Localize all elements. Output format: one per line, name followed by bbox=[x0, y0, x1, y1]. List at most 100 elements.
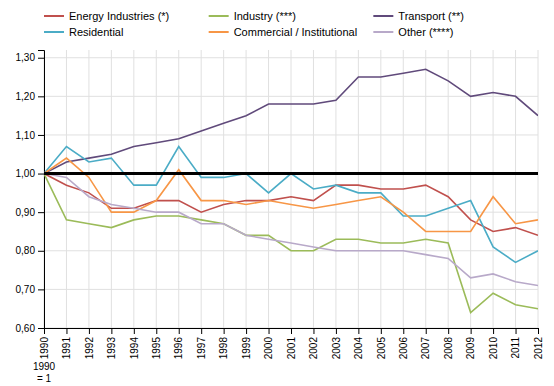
legend-swatch bbox=[373, 15, 393, 17]
tick-label: 1,30 bbox=[16, 52, 36, 63]
legend-label: Residential bbox=[69, 26, 123, 38]
tick-label: 2008 bbox=[443, 337, 454, 360]
tick-label: 0,70 bbox=[16, 284, 36, 295]
tick: 1,20 bbox=[16, 91, 44, 102]
legend-item: Other (****) bbox=[373, 26, 453, 38]
tick-mark bbox=[336, 328, 337, 334]
grid-line bbox=[201, 50, 202, 328]
legend-item: Residential bbox=[44, 26, 123, 38]
series-line bbox=[44, 158, 538, 231]
legend-item: Commercial / Institutional bbox=[209, 26, 358, 38]
tick-label: 1994 bbox=[129, 337, 140, 360]
legend-label: Other (****) bbox=[398, 26, 453, 38]
tick: 2001 bbox=[286, 328, 297, 359]
tick-label: 1998 bbox=[218, 337, 229, 360]
tick-mark bbox=[313, 328, 314, 334]
tick: 2002 bbox=[308, 328, 319, 359]
legend-label: Industry (***) bbox=[234, 10, 296, 22]
grid-line bbox=[335, 50, 336, 328]
tick-mark bbox=[516, 328, 517, 334]
y-axis: 0,600,700,800,901,001,101,201,30 bbox=[16, 51, 45, 334]
tick-label: 1999 bbox=[241, 337, 252, 360]
tick-label: 0,90 bbox=[16, 207, 36, 218]
grid bbox=[44, 50, 538, 328]
tick-label: 2004 bbox=[353, 337, 364, 360]
grid-line bbox=[470, 50, 471, 328]
tick-label: 1997 bbox=[196, 337, 207, 360]
grid-line bbox=[246, 50, 247, 328]
axis-line bbox=[38, 51, 45, 329]
legend-item: Transport (**) bbox=[373, 10, 464, 22]
tick: 1,00 bbox=[16, 168, 44, 179]
legend-swatch bbox=[209, 15, 229, 17]
tick-mark bbox=[493, 328, 494, 334]
tick-mark bbox=[38, 251, 44, 252]
tick: 1998 bbox=[218, 328, 229, 359]
tick-label: 1995 bbox=[151, 337, 162, 360]
tick: 1991 bbox=[61, 328, 72, 359]
tick-mark bbox=[448, 328, 449, 334]
tick: 2008 bbox=[443, 328, 454, 359]
tick-label: 2003 bbox=[331, 337, 342, 360]
grid-line bbox=[515, 50, 516, 328]
tick: 2012 bbox=[533, 328, 544, 359]
axis-line bbox=[45, 329, 539, 335]
tick-mark bbox=[358, 328, 359, 334]
tick-mark bbox=[111, 328, 112, 334]
series-line bbox=[44, 174, 538, 286]
tick: 0,60 bbox=[16, 323, 44, 334]
tick-mark bbox=[38, 174, 44, 175]
tick-mark bbox=[38, 212, 44, 213]
legend: Energy Industries (*) Industry (***) Trans… bbox=[44, 10, 464, 38]
tick: 2005 bbox=[376, 328, 387, 359]
plot: 0,600,700,800,901,001,101,201,3019901991… bbox=[16, 50, 544, 359]
grid-line bbox=[223, 50, 224, 328]
grid-line bbox=[178, 50, 179, 328]
tick-label: 1991 bbox=[61, 337, 72, 360]
tick: 2009 bbox=[465, 328, 476, 359]
tick: 0,90 bbox=[16, 207, 44, 218]
tick-mark bbox=[224, 328, 225, 334]
legend-label: Commercial / Institutional bbox=[234, 26, 358, 38]
chart: 0,600,700,800,901,001,101,201,3019901991… bbox=[0, 0, 554, 386]
marks bbox=[44, 69, 538, 312]
grid-line bbox=[111, 50, 112, 328]
grid-line bbox=[88, 50, 89, 328]
tick-label: 1992 bbox=[84, 337, 95, 360]
grid-line bbox=[291, 50, 292, 328]
grid-line bbox=[448, 50, 449, 328]
tick-label: 1,20 bbox=[16, 91, 36, 102]
tick-mark bbox=[201, 328, 202, 334]
tick-mark bbox=[291, 328, 292, 334]
tick: 1993 bbox=[106, 328, 117, 359]
series-line bbox=[44, 69, 538, 173]
annotation-line: = 1 bbox=[37, 373, 52, 384]
tick-label: 2011 bbox=[510, 337, 521, 359]
tick-mark bbox=[134, 328, 135, 334]
tick: 0,80 bbox=[16, 245, 44, 256]
tick-label: 2010 bbox=[488, 337, 499, 360]
grid-line bbox=[44, 173, 538, 174]
tick-mark bbox=[471, 328, 472, 334]
tick: 2007 bbox=[420, 328, 431, 359]
tick-mark bbox=[44, 328, 45, 334]
legend-swatch bbox=[373, 31, 393, 33]
tick-mark bbox=[38, 96, 44, 97]
tick-mark bbox=[246, 328, 247, 334]
tick: 2006 bbox=[398, 328, 409, 359]
tick: 1996 bbox=[173, 328, 184, 359]
tick: 1995 bbox=[151, 328, 162, 359]
tick-label: 2001 bbox=[286, 337, 297, 360]
legend-item: Industry (***) bbox=[209, 10, 296, 22]
grid-line bbox=[66, 50, 67, 328]
tick: 1,30 bbox=[16, 52, 44, 63]
tick-mark bbox=[403, 328, 404, 334]
tick-label: 2002 bbox=[308, 337, 319, 360]
legend-item: Energy Industries (*) bbox=[44, 10, 169, 22]
tick: 1990 bbox=[39, 328, 50, 359]
series-line bbox=[44, 174, 538, 313]
tick-label: 0,60 bbox=[16, 323, 36, 334]
x-axis: 1990 1991 1992 1993 1994 1995 1996 1997 1998 1999… bbox=[39, 328, 544, 359]
tick-mark bbox=[538, 328, 539, 334]
tick-mark bbox=[66, 328, 67, 334]
